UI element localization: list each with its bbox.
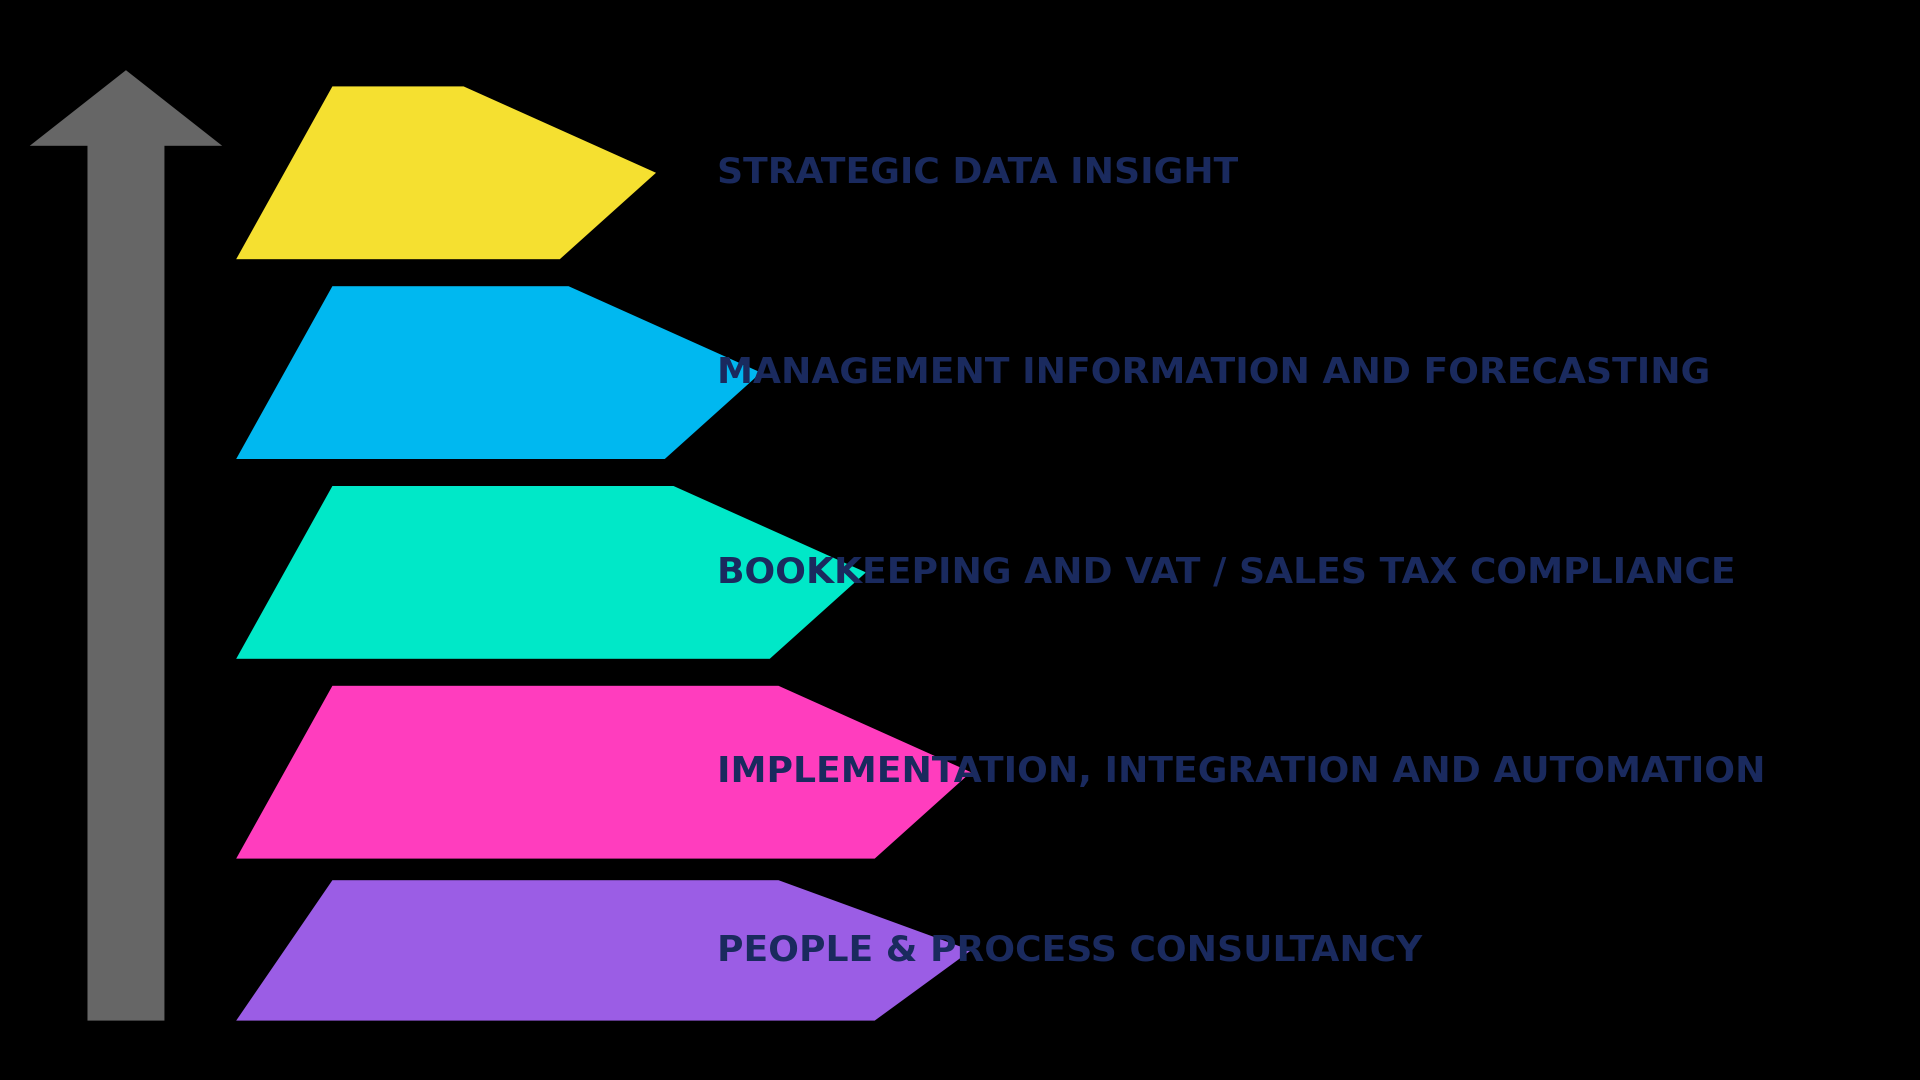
Text: BOOKKEEPING AND VAT / SALES TAX COMPLIANCE: BOOKKEEPING AND VAT / SALES TAX COMPLIAN… [718, 555, 1736, 590]
Polygon shape [236, 486, 866, 659]
Text: STRATEGIC DATA INSIGHT: STRATEGIC DATA INSIGHT [718, 156, 1238, 190]
Text: IMPLEMENTATION, INTEGRATION AND AUTOMATION: IMPLEMENTATION, INTEGRATION AND AUTOMATI… [718, 755, 1766, 789]
Polygon shape [236, 686, 972, 859]
Polygon shape [29, 70, 223, 1021]
Polygon shape [236, 286, 760, 459]
Text: MANAGEMENT INFORMATION AND FORECASTING: MANAGEMENT INFORMATION AND FORECASTING [718, 355, 1711, 390]
Text: PEOPLE & PROCESS CONSULTANCY: PEOPLE & PROCESS CONSULTANCY [718, 933, 1423, 968]
Polygon shape [236, 880, 972, 1021]
Polygon shape [236, 86, 657, 259]
